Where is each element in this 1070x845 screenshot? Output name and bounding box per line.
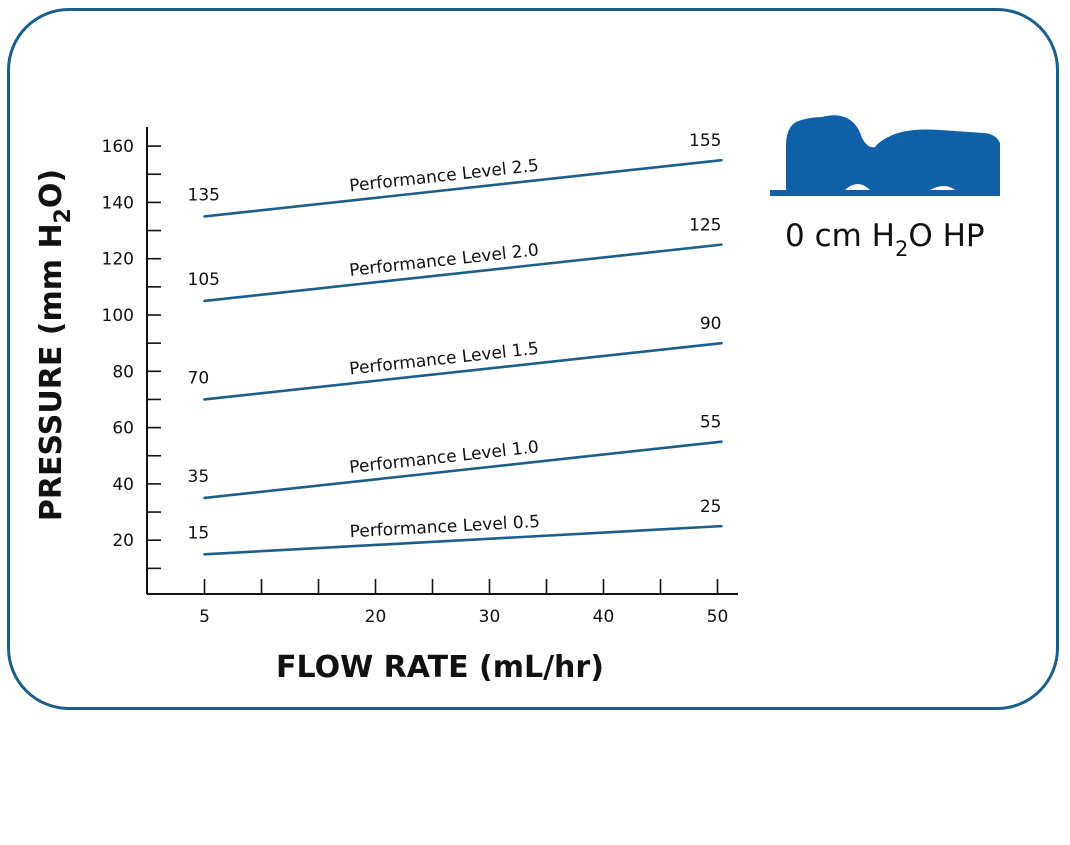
y-tick-label: 140 [102, 193, 134, 213]
y-tick-label: 20 [112, 531, 134, 551]
series-start-label: 35 [188, 467, 210, 487]
series-line [203, 440, 723, 500]
series-line [203, 158, 723, 218]
head-position-caption: 0 cm H2O HP [785, 218, 985, 261]
x-tick-label: 50 [707, 607, 729, 627]
caption-subscript: 2 [895, 237, 908, 261]
caption-prefix: 0 cm H [785, 218, 895, 254]
y-axis-title-subscript: 2 [51, 208, 76, 223]
series-line [203, 524, 723, 556]
series-start-label: 135 [188, 185, 220, 205]
axes: 20 40 60 80 100 120 140 160 5 20 30 40 50 [102, 127, 738, 627]
series-start-label: 70 [188, 368, 210, 388]
x-tick-label: 20 [365, 607, 387, 627]
series-end-label: 90 [700, 314, 722, 334]
y-tick-label: 80 [112, 362, 134, 382]
series-end-label: 125 [689, 216, 721, 236]
y-tick-label: 120 [102, 250, 134, 270]
y-axis-title-main: PRESSURE (mm H [34, 223, 69, 521]
y-tick-label: 60 [112, 419, 134, 439]
y-tick-label: 160 [102, 137, 134, 157]
x-axis-title: FLOW RATE (mL/hr) [276, 650, 604, 685]
series-line [203, 243, 723, 303]
series-end-label: 155 [689, 131, 721, 151]
caption-suffix: O HP [908, 218, 984, 254]
series-end-label: 55 [700, 413, 722, 433]
reclining-head-silhouette-icon [770, 115, 1000, 196]
y-tick-label: 100 [102, 306, 134, 326]
series-start-label: 105 [188, 270, 220, 290]
y-axis-title-end: O) [34, 169, 69, 208]
x-tick-label: 5 [199, 607, 210, 627]
series-start-label: 15 [188, 523, 210, 543]
series-end-label: 25 [700, 497, 722, 517]
x-tick-label: 40 [593, 607, 615, 627]
series-line [203, 341, 723, 401]
x-tick-label: 30 [479, 607, 501, 627]
y-axis-title: PRESSURE (mm H2O) [34, 169, 76, 521]
y-tick-label: 40 [112, 475, 134, 495]
